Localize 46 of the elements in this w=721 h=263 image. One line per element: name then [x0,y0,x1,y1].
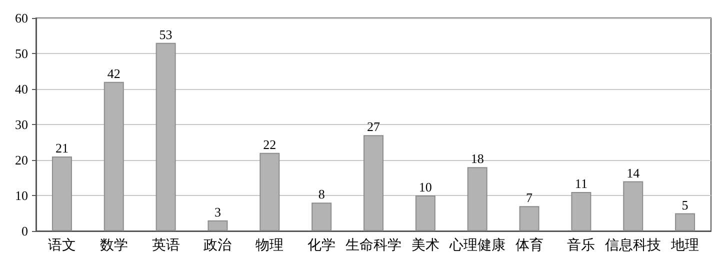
bar [364,135,384,231]
x-tick-label: 化学 [308,238,336,254]
y-tick-label: 50 [15,46,28,61]
y-tick-label: 10 [15,188,28,203]
x-tick-label: 英语 [152,238,180,254]
y-tick-label: 60 [15,10,28,26]
data-label: 5 [682,197,688,212]
x-tick-label: 体育 [515,236,544,254]
data-label: 10 [418,180,432,194]
x-tick-label: 物理 [256,238,284,254]
data-label: 22 [263,136,276,152]
y-tick-label: 30 [15,117,28,132]
bar [467,167,488,231]
bar [571,192,592,231]
data-label: 18 [470,151,484,166]
bar [156,42,176,231]
x-tick-label: 信息科技 [605,238,662,254]
y-tick-label: 20 [15,152,28,168]
data-label: 42 [107,66,120,81]
x-tick-label: 数学 [100,238,128,254]
x-tick-label: 生命科学 [346,238,402,254]
x-tick-label: 音乐 [567,238,596,254]
data-label: 7 [526,190,534,206]
bar [312,202,332,231]
data-label: 8 [318,186,325,202]
bar [52,156,72,231]
y-tick-label: 0 [22,224,28,238]
y-tick-label: 40 [15,82,28,96]
x-tick-label: 语文 [48,238,76,254]
bar [104,82,124,231]
data-label: 27 [367,119,380,134]
data-label: 53 [159,26,172,42]
data-label: 14 [626,165,640,180]
x-tick-label: 心理健康 [448,238,506,254]
data-label: 21 [55,140,68,156]
x-tick-label: 政治 [204,238,232,254]
data-label: 3 [214,204,221,220]
bar [208,220,228,231]
x-tick-label: 地理 [670,238,700,254]
bar [675,213,696,231]
bar [623,181,644,231]
bar [519,206,540,231]
bar [260,152,280,231]
data-label: 11 [574,176,588,191]
bar [415,196,436,231]
x-tick-label: 美术 [411,238,440,254]
